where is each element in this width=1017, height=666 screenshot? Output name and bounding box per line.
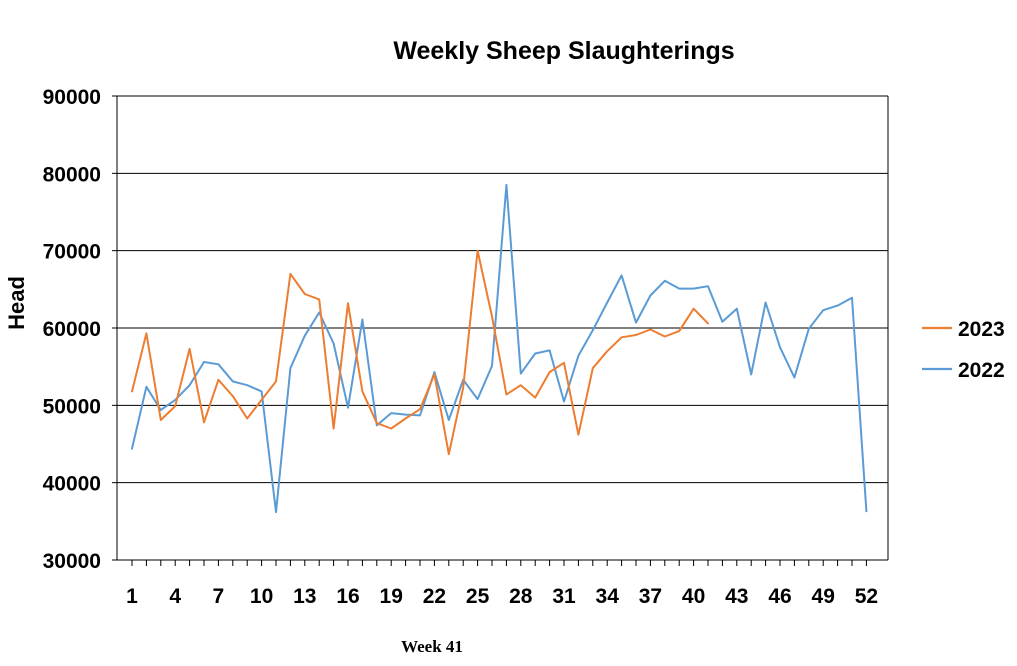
series-lines: [131, 183, 868, 514]
x-tick-label: 49: [812, 585, 835, 608]
x-tick-label: 31: [552, 585, 576, 608]
legend-label-2023: 2023: [958, 318, 1005, 341]
chart-title: Weekly Sheep Slaughterings: [393, 37, 734, 65]
gridlines: [117, 95, 888, 484]
y-tick-label: 90000: [43, 86, 101, 109]
legend-label-2022: 2022: [958, 359, 1005, 382]
x-tick-labels: 1 4 7 10 13 16 19 22 25 28 31 34 37 40 43 46 49 52: [126, 585, 878, 608]
legend: 2023 2022: [922, 318, 1005, 382]
x-tick-label: 40: [682, 585, 705, 608]
x-tick-label: 19: [380, 585, 403, 608]
y-tick-label: 60000: [43, 318, 101, 341]
y-tick-label: 80000: [43, 163, 101, 186]
x-tick-label: 52: [855, 585, 878, 608]
x-tick-label: 37: [639, 585, 662, 608]
x-tick-label: 25: [466, 585, 490, 608]
y-tick-label: 40000: [43, 473, 101, 496]
axes: [112, 95, 889, 566]
series-line-2022: [131, 183, 868, 514]
x-tick-label: 10: [250, 585, 273, 608]
x-tick-label: 46: [768, 585, 791, 608]
x-tick-label: 22: [423, 585, 446, 608]
series-line-2023: [131, 249, 709, 456]
x-tick-label: 13: [293, 585, 316, 608]
y-tick-label: 50000: [43, 395, 101, 418]
x-tick-label: 4: [169, 585, 181, 608]
x-tick-label: 7: [213, 585, 225, 608]
week-annotation: Week 41: [401, 637, 463, 656]
y-tick-label: 30000: [43, 550, 101, 573]
x-tick-label: 1: [126, 585, 138, 608]
x-tick-label: 43: [725, 585, 748, 608]
x-tick-label: 28: [509, 585, 533, 608]
y-tick-label: 70000: [43, 241, 101, 264]
x-tick-label: 16: [336, 585, 359, 608]
y-tick-labels: 30000 40000 50000 60000 70000 80000 90000: [43, 86, 101, 573]
y-axis-label: Head: [4, 276, 29, 330]
x-tick-label: 34: [596, 585, 620, 608]
